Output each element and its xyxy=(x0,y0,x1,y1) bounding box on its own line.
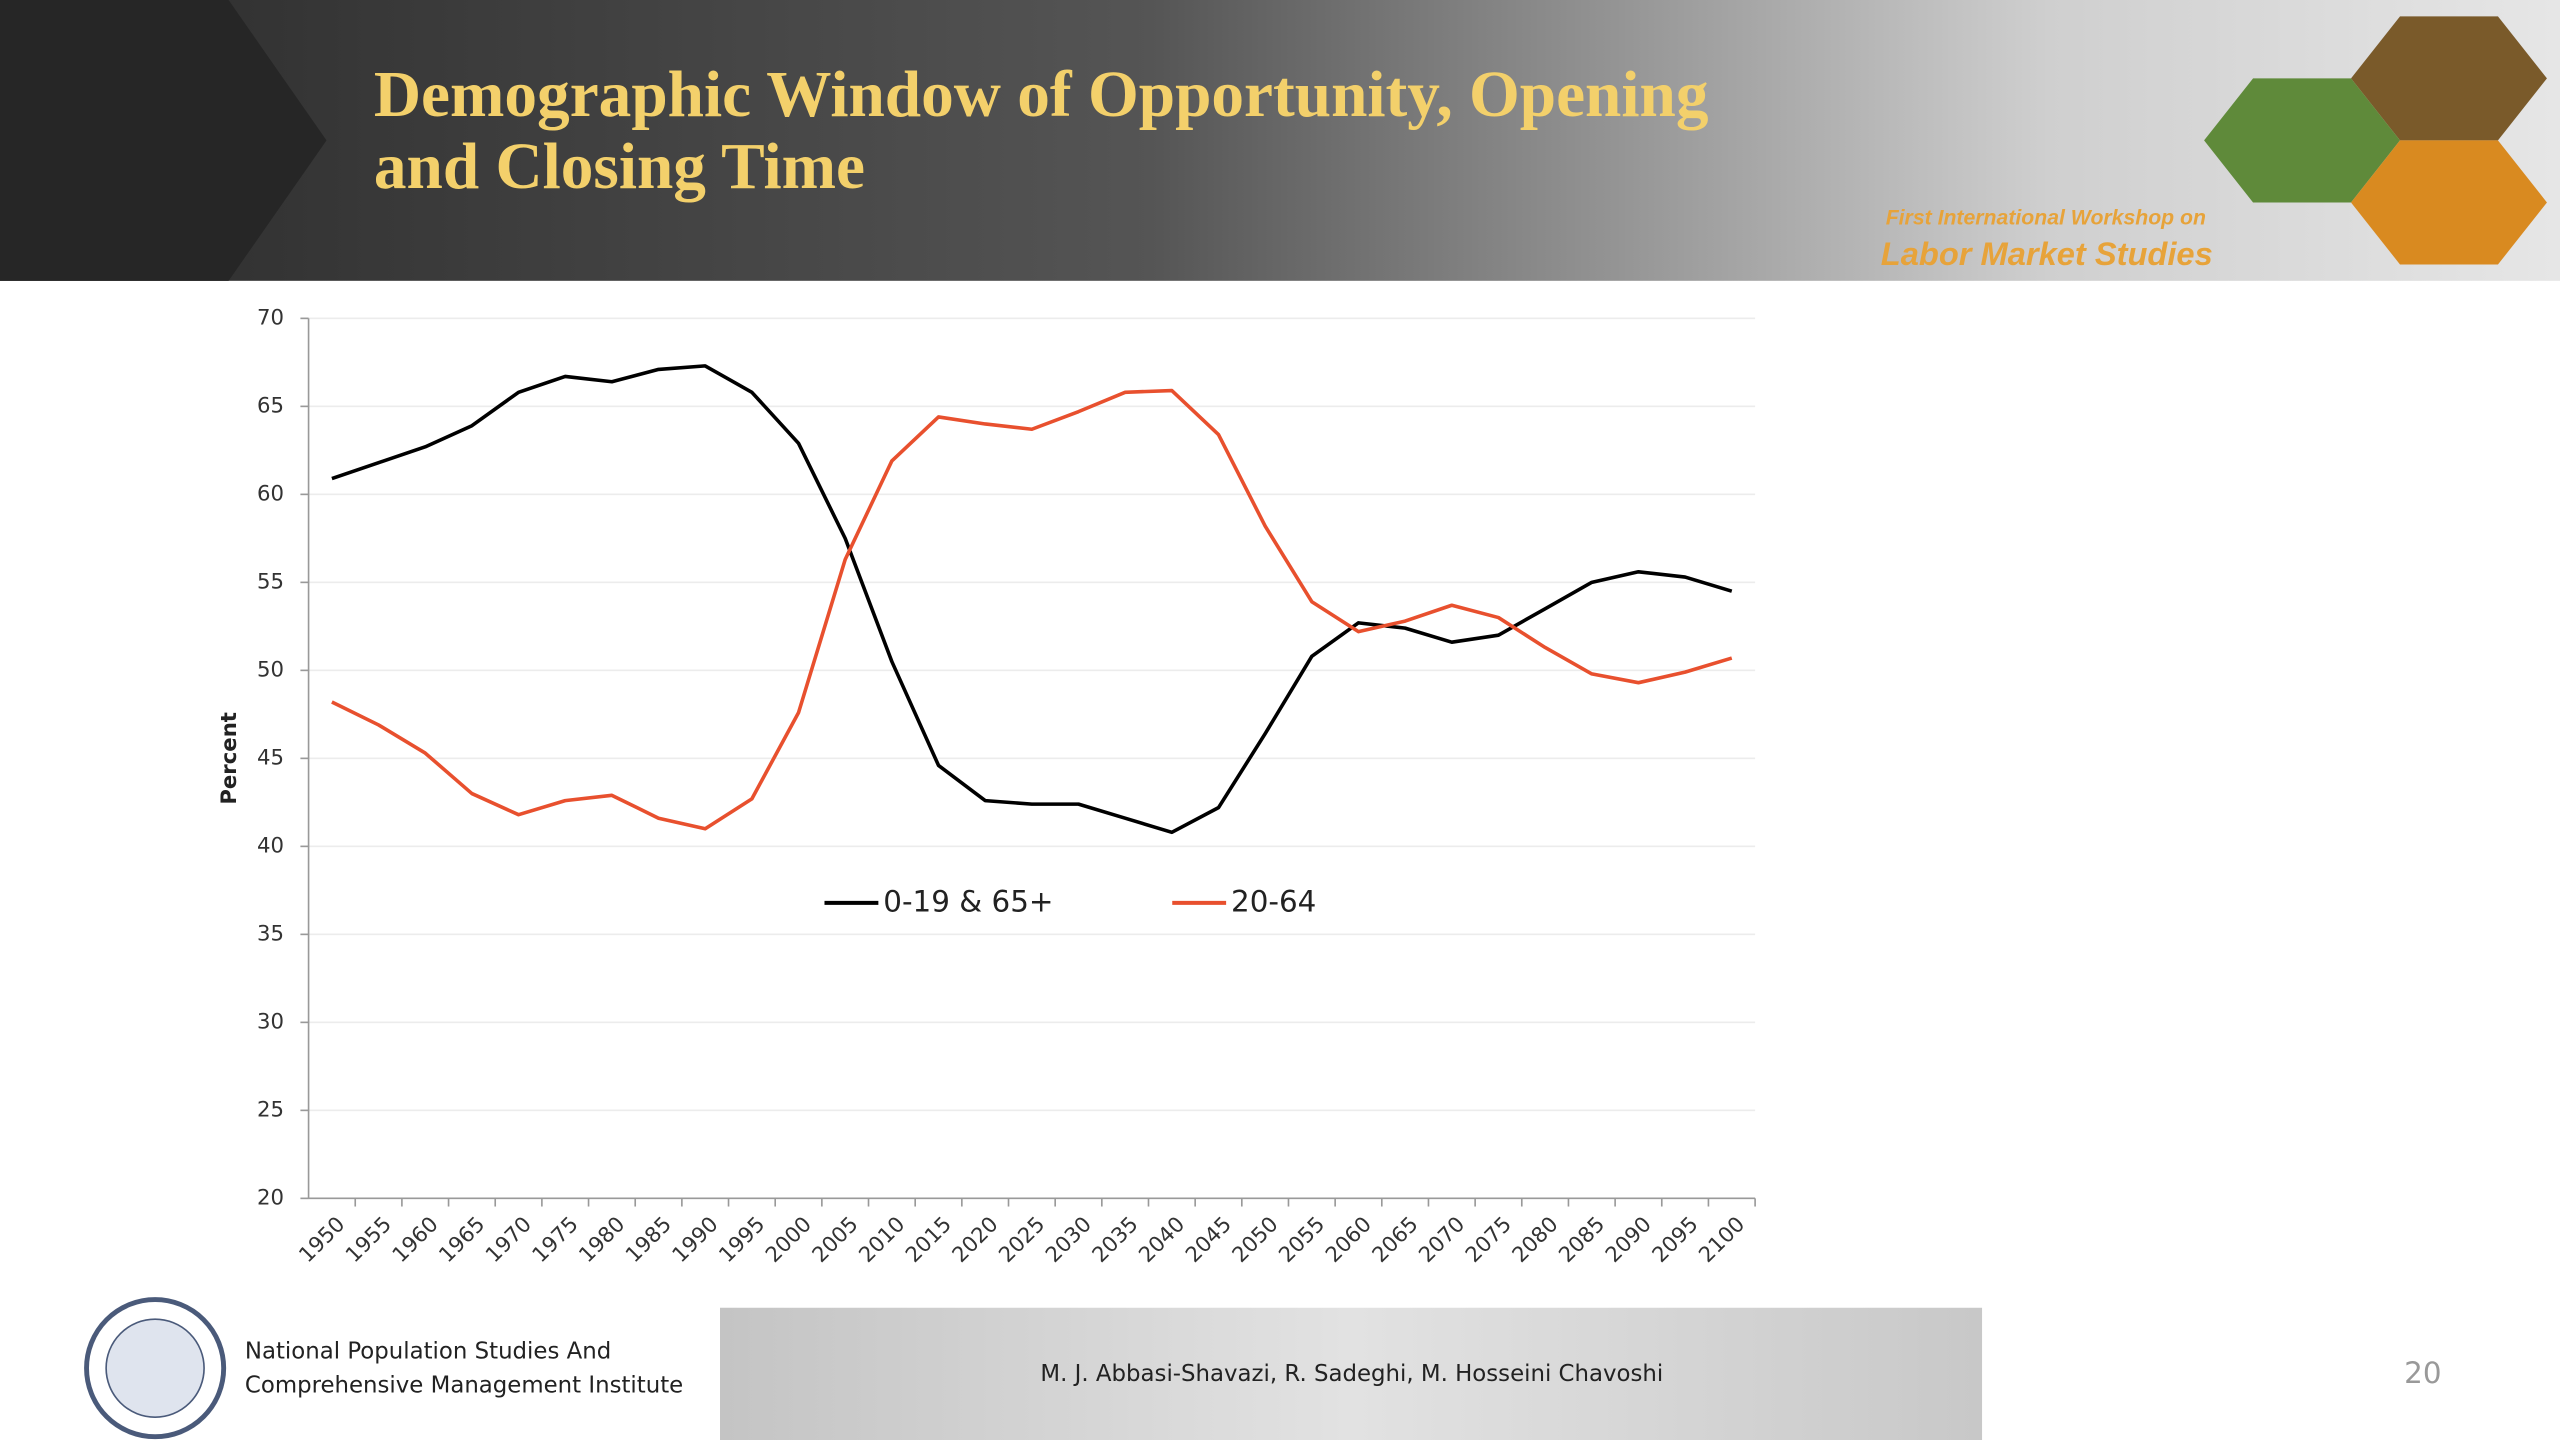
legend-label: 20-64 xyxy=(1231,884,1316,918)
legend-label: 0-19 & 65+ xyxy=(883,884,1053,918)
x-tick-label: 2000 xyxy=(761,1212,817,1268)
workshop-text: Labor Market Studies xyxy=(1881,235,2213,272)
x-tick-label: 2045 xyxy=(1181,1212,1237,1268)
x-tick-label: 2095 xyxy=(1648,1212,1704,1268)
institute-logo xyxy=(105,1318,205,1418)
x-tick-label: 2055 xyxy=(1274,1212,1330,1268)
x-tick-label: 2025 xyxy=(994,1212,1050,1268)
y-tick-label: 40 xyxy=(257,833,284,858)
title: Demographic Window of Opportunity, Openi… xyxy=(374,59,1709,131)
x-tick-label: 2005 xyxy=(808,1212,864,1268)
y-tick-label: 35 xyxy=(257,921,284,946)
x-tick-label: 2075 xyxy=(1461,1212,1517,1268)
workshop-text: First International Workshop on xyxy=(1886,206,2206,229)
x-tick-label: 1950 xyxy=(294,1212,350,1268)
page-number: 20 xyxy=(2404,1356,2441,1390)
authors: M. J. Abbasi-Shavazi, R. Sadeghi, M. Hos… xyxy=(1040,1361,1663,1387)
chart: 2025303540455055606570Percent19501955196… xyxy=(217,305,1756,1268)
y-tick-label: 65 xyxy=(257,393,284,418)
x-tick-label: 2035 xyxy=(1088,1212,1144,1268)
y-tick-label: 60 xyxy=(257,481,284,506)
x-tick-label: 2060 xyxy=(1321,1212,1377,1268)
institute-name: Comprehensive Management Institute xyxy=(245,1373,683,1399)
line-series xyxy=(331,388,1733,831)
x-tick-label: 2085 xyxy=(1554,1212,1610,1268)
institute-logo xyxy=(84,1297,227,1440)
x-tick-label: 1980 xyxy=(574,1212,630,1268)
footer-band xyxy=(720,1307,1983,1440)
x-tick-label: 2010 xyxy=(854,1212,910,1268)
x-tick-label: 2050 xyxy=(1228,1212,1284,1268)
x-tick-label: 2040 xyxy=(1134,1212,1190,1268)
line-series xyxy=(331,364,1733,835)
header-band xyxy=(0,0,2560,281)
photo-hex xyxy=(2204,78,2400,203)
x-tick-label: 2090 xyxy=(1601,1212,1657,1268)
x-tick-label: 2015 xyxy=(901,1212,957,1268)
y-tick-label: 70 xyxy=(257,305,284,330)
photo-hex xyxy=(2351,140,2547,265)
x-tick-label: 2100 xyxy=(1694,1212,1750,1268)
y-tick-label: 30 xyxy=(257,1009,284,1034)
y-tick-label: 25 xyxy=(257,1097,284,1122)
photo-hex xyxy=(2351,16,2547,141)
x-tick-label: 1970 xyxy=(481,1212,537,1268)
institute-name: National Population Studies And xyxy=(245,1338,611,1364)
x-tick-label: 1965 xyxy=(434,1212,490,1268)
y-tick-label: 20 xyxy=(257,1185,284,1210)
x-tick-label: 1960 xyxy=(388,1212,444,1268)
x-tick-label: 1975 xyxy=(528,1212,584,1268)
y-axis-label: Percent xyxy=(217,712,242,805)
x-tick-label: 2080 xyxy=(1508,1212,1564,1268)
x-tick-label: 2030 xyxy=(1041,1212,1097,1268)
y-tick-label: 45 xyxy=(257,745,284,770)
x-tick-label: 1995 xyxy=(714,1212,770,1268)
y-tick-label: 50 xyxy=(257,657,284,682)
y-tick-label: 55 xyxy=(257,569,284,594)
x-tick-label: 1955 xyxy=(341,1212,397,1268)
title: and Closing Time xyxy=(374,131,865,203)
x-tick-label: 2065 xyxy=(1368,1212,1424,1268)
x-tick-label: 2020 xyxy=(948,1212,1004,1268)
x-tick-label: 2070 xyxy=(1414,1212,1470,1268)
header-chevron xyxy=(0,0,327,281)
x-tick-label: 1990 xyxy=(668,1212,724,1268)
x-tick-label: 1985 xyxy=(621,1212,677,1268)
